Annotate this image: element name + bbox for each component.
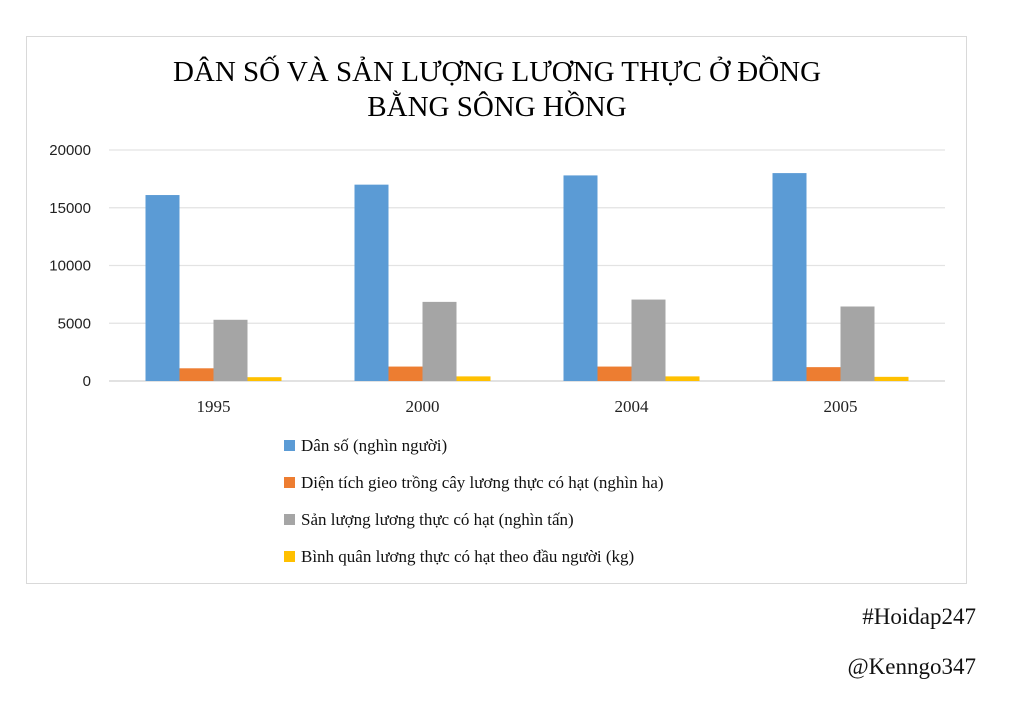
y-tick-label: 5000 <box>58 315 91 332</box>
chart-title-line-1: DÂN SỐ VÀ SẢN LƯỢNG LƯƠNG THỰC Ở ĐỒNG <box>173 54 821 88</box>
bar <box>631 299 666 381</box>
bar <box>388 366 423 381</box>
chart-title-line-2: BẰNG SÔNG HỒNG <box>367 89 626 123</box>
y-axis-ticks: 0 5000 10000 15000 20000 <box>49 142 91 390</box>
bar <box>772 173 807 381</box>
bar <box>247 377 282 381</box>
x-tick-label: 2004 <box>615 397 650 416</box>
bar <box>665 376 700 381</box>
y-tick-label: 10000 <box>49 258 91 275</box>
bar <box>597 366 632 381</box>
bar <box>179 368 214 381</box>
watermark-handle: @Kenngo347 <box>847 654 977 679</box>
bar <box>354 184 389 381</box>
legend-swatch <box>284 477 295 488</box>
x-tick-label: 1995 <box>197 397 231 416</box>
bar <box>874 376 909 381</box>
legend-swatch <box>284 514 295 525</box>
legend-label: Diện tích gieo trồng cây lương thực có h… <box>301 473 664 492</box>
y-tick-label: 0 <box>83 373 91 390</box>
bar <box>422 301 457 381</box>
y-tick-label: 20000 <box>49 142 91 159</box>
legend-label: Sản lượng lương thực có hạt (nghìn tấn) <box>301 510 574 529</box>
legend-label: Dân số (nghìn người) <box>301 436 447 455</box>
chart-frame: DÂN SỐ VÀ SẢN LƯỢNG LƯƠNG THỰC Ở ĐỒNG BẰ… <box>26 36 967 584</box>
chart-svg: DÂN SỐ VÀ SẢN LƯỢNG LƯƠNG THỰC Ở ĐỒNG BẰ… <box>49 54 945 566</box>
y-tick-label: 15000 <box>49 200 91 217</box>
bar <box>213 319 248 381</box>
legend-swatch <box>284 440 295 451</box>
x-axis-ticks: 1995 2000 2004 2005 <box>197 397 858 416</box>
bar <box>806 367 841 381</box>
bars <box>145 173 909 381</box>
bar <box>145 195 180 381</box>
legend-label: Bình quân lương thực có hạt theo đầu ngư… <box>301 547 634 566</box>
legend-swatch <box>284 551 295 562</box>
bar <box>563 175 598 381</box>
watermark-tag: #Hoidap247 <box>862 604 976 629</box>
bar <box>456 376 491 381</box>
bar <box>840 306 875 381</box>
legend: Dân số (nghìn người) Diện tích gieo trồng… <box>284 436 664 566</box>
x-tick-label: 2000 <box>406 397 440 416</box>
x-tick-label: 2005 <box>824 397 858 416</box>
